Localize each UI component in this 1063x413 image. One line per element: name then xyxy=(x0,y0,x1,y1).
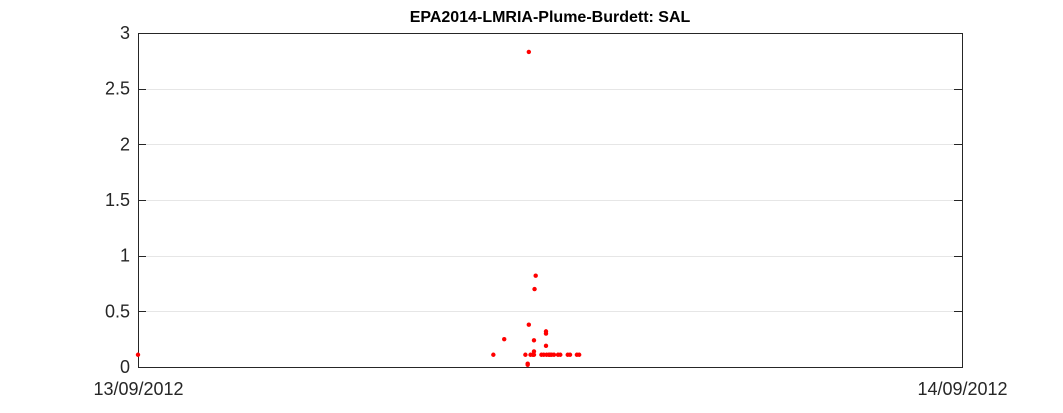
y-tick-label: 1.5 xyxy=(105,190,130,210)
y-tick-label: 1 xyxy=(120,246,130,266)
y-tick-label: 0 xyxy=(120,357,130,377)
x-axis: 13/09/2012 14/09/2012 xyxy=(93,379,1007,399)
data-points xyxy=(135,49,582,367)
data-point xyxy=(531,349,537,354)
data-point xyxy=(533,273,538,278)
data-point xyxy=(576,352,582,357)
data-point xyxy=(531,352,537,357)
data-point xyxy=(558,352,563,357)
data-point xyxy=(531,338,537,343)
y-tick-label: 2 xyxy=(120,134,130,154)
data-point xyxy=(543,331,549,336)
y-tick-label: 0.5 xyxy=(105,301,130,321)
data-point xyxy=(523,352,528,357)
x-tick-label: 13/09/2012 xyxy=(93,379,183,399)
data-point xyxy=(526,322,532,327)
y-tick-label: 3 xyxy=(120,23,130,43)
data-point xyxy=(491,352,496,357)
data-point xyxy=(135,352,141,357)
data-point xyxy=(543,343,549,349)
chart-title: EPA2014-LMRIA-Plume-Burdett: SAL xyxy=(410,9,691,26)
data-point xyxy=(551,352,557,357)
data-point xyxy=(502,336,507,342)
data-point xyxy=(567,352,573,357)
data-point xyxy=(532,286,537,292)
data-point xyxy=(525,362,530,367)
data-point xyxy=(526,49,532,55)
y-axis: 0 0.5 1 1.5 2 2.5 3 xyxy=(105,23,130,377)
x-tick-label: 14/09/2012 xyxy=(917,379,1007,399)
y-tick-label: 2.5 xyxy=(105,79,130,99)
tick-marks xyxy=(138,33,963,368)
gridlines xyxy=(138,89,962,312)
